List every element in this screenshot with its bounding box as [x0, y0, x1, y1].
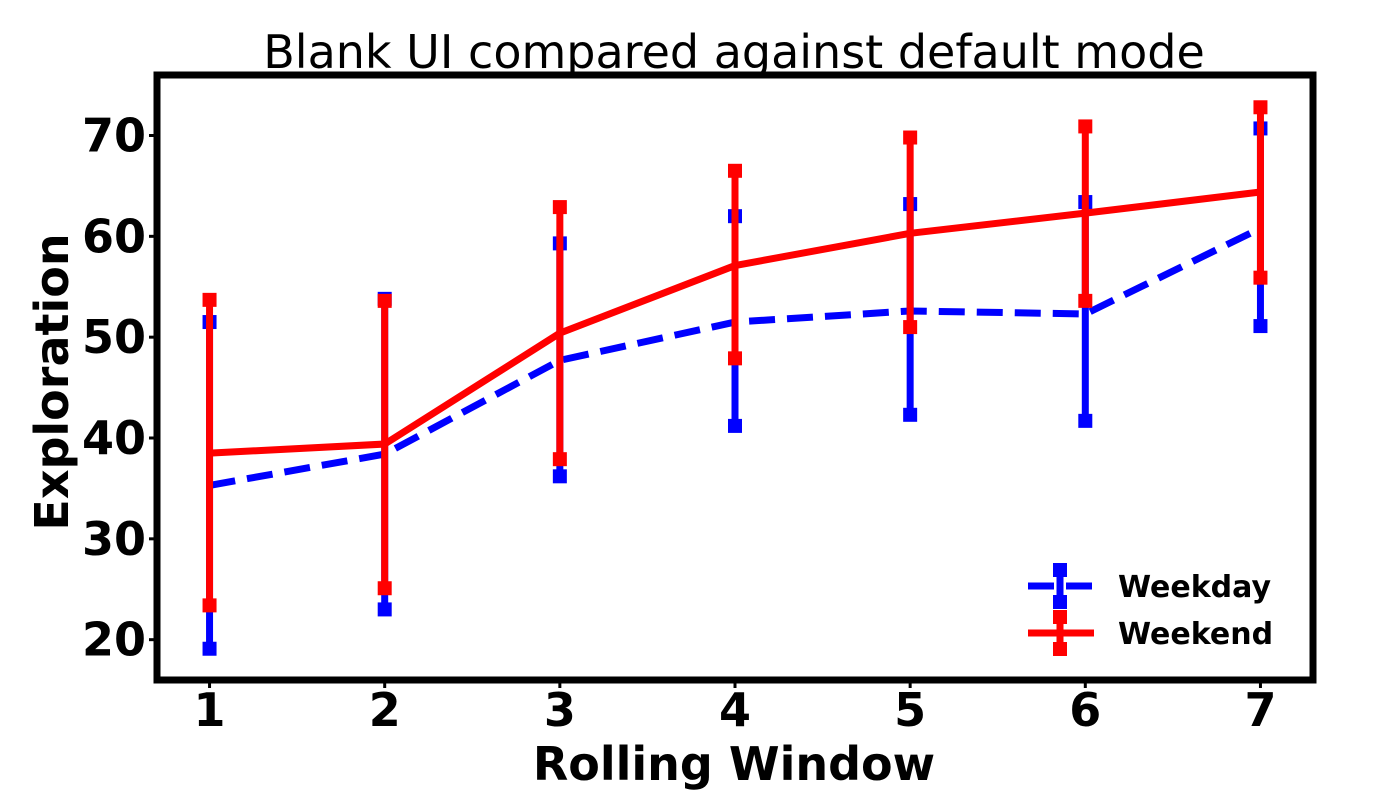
- weekend-error-cap-high: [728, 163, 742, 178]
- y-tick-label: 40: [82, 411, 146, 465]
- legend-weekday-cap-high: [1053, 563, 1067, 577]
- y-tick-label: 60: [82, 209, 146, 263]
- legend-weekend-cap-high: [1053, 610, 1067, 624]
- weekday-error-cap-low: [377, 602, 392, 617]
- legend-weekday-cap-low: [1053, 595, 1067, 609]
- x-tick-label: 6: [1069, 683, 1101, 737]
- x-tick-label: 3: [544, 683, 576, 737]
- weekend-error-cap-low: [552, 452, 567, 467]
- y-tick-label: 20: [82, 613, 146, 667]
- weekend-error-cap-high: [903, 130, 918, 145]
- x-tick-label: 2: [369, 683, 401, 737]
- weekend-error-cap-low: [202, 598, 217, 613]
- legend-weekend-cap-low: [1053, 642, 1067, 656]
- weekend-error-cap-high: [1078, 119, 1093, 134]
- chart-title: Blank UI compared against default mode: [263, 25, 1205, 79]
- weekend-line: [209, 188, 1261, 457]
- x-tick-label: 1: [194, 683, 226, 737]
- legend-weekend-label: Weekend: [1118, 617, 1273, 652]
- weekday-error-cap-low: [202, 641, 217, 656]
- y-tick-label: 30: [82, 512, 146, 566]
- weekday-error-cap-low: [1078, 413, 1093, 428]
- y-tick-label: 70: [82, 109, 146, 163]
- weekend-error-cap-high: [202, 292, 217, 307]
- x-axis-label: Rolling Window: [533, 737, 935, 791]
- weekday-error-cap-low: [1253, 319, 1268, 334]
- weekday-error-cap-low: [728, 418, 742, 433]
- x-tick-label: 7: [1244, 683, 1276, 737]
- x-tick-label: 4: [719, 683, 751, 737]
- x-tick-label: 5: [894, 683, 926, 737]
- weekend-error-cap-low: [903, 320, 918, 335]
- weekend-error-cap-low: [728, 351, 742, 366]
- weekend-error-cap-high: [552, 200, 567, 215]
- plot-area: [202, 100, 1268, 656]
- y-tick-label: 50: [82, 310, 146, 364]
- weekend-error-cap-low: [1078, 293, 1093, 308]
- y-axis: 20 30 40 50 60 70: [82, 109, 157, 667]
- legend-weekday-label: Weekday: [1118, 570, 1271, 605]
- x-axis: 1 2 3 4 5 6 7: [194, 680, 1276, 737]
- weekend-error-cap-low: [1253, 270, 1268, 285]
- y-axis-label: Exploration: [25, 233, 79, 530]
- weekday-error-cap-low: [903, 407, 918, 422]
- weekend-error-cap-high: [1253, 100, 1268, 115]
- weekend-error-cap-low: [377, 581, 392, 596]
- weekday-error-cap-low: [552, 469, 567, 484]
- weekend-error-cap-high: [377, 293, 392, 308]
- series-weekend: [202, 100, 1268, 613]
- legend: Weekday Weekend: [1028, 563, 1273, 656]
